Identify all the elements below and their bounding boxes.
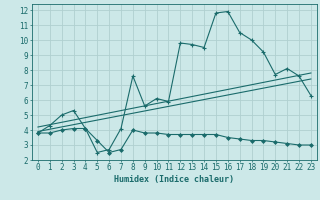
X-axis label: Humidex (Indice chaleur): Humidex (Indice chaleur) [115, 175, 234, 184]
